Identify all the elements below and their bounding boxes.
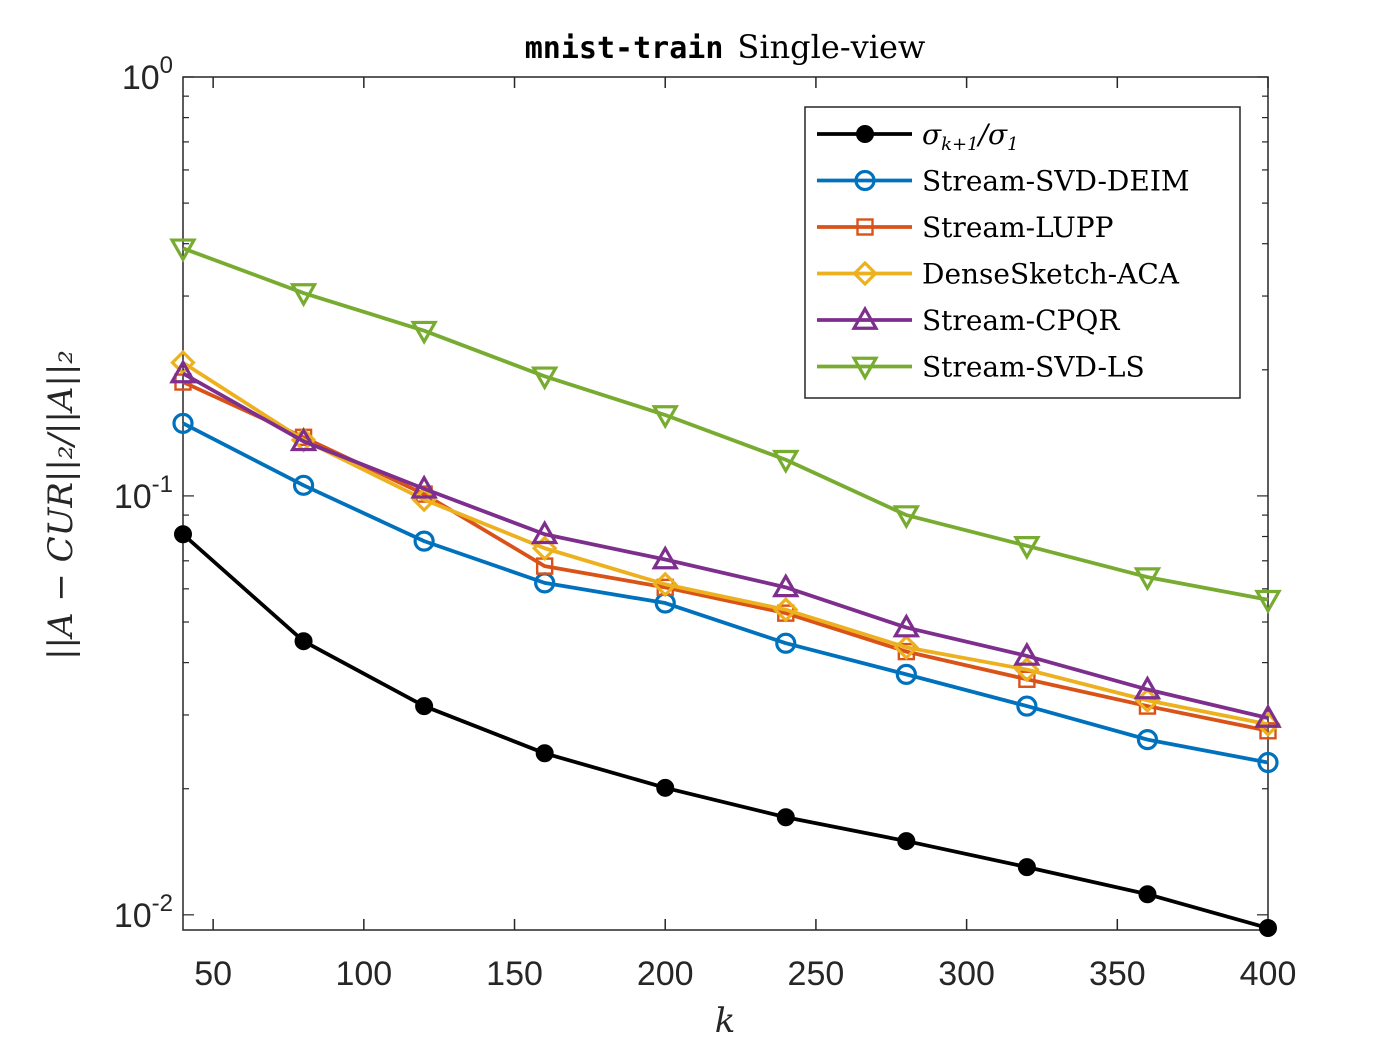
x-tick-label: 350 — [1089, 955, 1146, 993]
data-point — [170, 349, 196, 376]
data-point — [1259, 919, 1277, 938]
legend-entry: Stream-CPQR — [817, 304, 1120, 337]
svg-text:mnist-train Single-view: mnist-train Single-view — [525, 28, 926, 66]
data-point — [851, 305, 879, 330]
series-5 — [169, 238, 1282, 615]
series-1 — [172, 412, 1279, 774]
legend-label: DenseSketch-ACA — [922, 258, 1180, 291]
data-point — [776, 808, 795, 827]
data-point — [410, 474, 438, 499]
series-line — [182, 421, 1269, 765]
data-point — [1013, 641, 1041, 666]
data-point — [1133, 675, 1162, 700]
data-point — [893, 634, 920, 661]
legend-entry: Stream-LUPP — [817, 211, 1113, 244]
x-tick-label: 300 — [938, 955, 995, 993]
data-point — [656, 778, 675, 797]
data-point — [530, 366, 559, 391]
legend-entry: DenseSketch-ACA — [817, 258, 1180, 291]
data-point — [651, 545, 679, 570]
data-point — [1257, 751, 1279, 774]
data-point — [1254, 589, 1282, 615]
data-point — [1016, 695, 1038, 717]
series-line — [182, 371, 1269, 720]
chart-title-code: mnist-train — [525, 31, 724, 66]
data-point — [169, 238, 197, 263]
legend-entry: Stream-SVD-DEIM — [817, 165, 1190, 198]
data-point — [289, 427, 318, 452]
data-point — [292, 474, 315, 496]
data-point — [174, 525, 192, 544]
data-point — [1136, 728, 1159, 751]
data-point — [775, 632, 797, 654]
data-point — [892, 505, 921, 530]
data-point — [1018, 670, 1036, 688]
legend-box — [804, 106, 1241, 399]
x-tick-label: 250 — [788, 955, 845, 993]
x-tick-label: 400 — [1240, 955, 1297, 993]
y-tick-label: 10-2 — [114, 890, 173, 935]
data-point — [413, 530, 435, 552]
series-layer — [169, 238, 1282, 938]
data-point — [856, 125, 874, 143]
data-point — [773, 596, 799, 623]
data-point — [410, 320, 438, 345]
chart-title: mnist-train Single-view — [525, 28, 926, 66]
data-point — [1013, 535, 1041, 561]
series-line — [182, 246, 1269, 602]
data-point — [1254, 703, 1282, 728]
data-point — [651, 405, 679, 430]
data-point — [854, 169, 876, 192]
data-point — [897, 832, 916, 851]
data-point — [169, 359, 197, 384]
data-point — [172, 412, 194, 434]
legend: σk+1/σ1 Stream-SVD-DEIM Stream-LUPP DenseSk… — [804, 106, 1241, 399]
series-0 — [174, 525, 1277, 938]
legend-entry: σk+1/σ1 — [817, 118, 1019, 155]
legend-label: Stream-LUPP — [922, 211, 1113, 244]
data-point — [772, 573, 800, 598]
data-point — [652, 571, 678, 598]
y-tick-label: 100 — [122, 52, 173, 97]
y-axis-label: ||A − CUR||₂/||A||₂ — [41, 350, 81, 660]
data-point — [1017, 858, 1036, 877]
data-point — [856, 218, 874, 236]
data-point — [892, 613, 921, 638]
data-point — [415, 697, 434, 716]
data-point — [530, 520, 559, 545]
legend-entry: Stream-SVD-LS — [817, 351, 1145, 384]
data-point — [535, 744, 554, 763]
x-tick-label: 100 — [335, 955, 392, 993]
data-point — [895, 663, 917, 685]
data-point — [1133, 567, 1162, 592]
data-point — [1138, 885, 1157, 904]
axes: 50 100 150 200 250 300 350 400 10-2 10-1 100 — [114, 52, 1297, 993]
data-point — [531, 535, 558, 562]
series-4 — [169, 359, 1282, 728]
y-tick-label: 10-1 — [114, 471, 173, 516]
data-point — [852, 260, 878, 287]
data-point — [289, 283, 318, 308]
data-point — [851, 356, 879, 381]
x-tick-label: 50 — [194, 955, 232, 993]
legend-label: Stream-CPQR — [922, 304, 1120, 337]
chart-title-rest: Single-view — [737, 28, 925, 66]
legend-label: Stream-SVD-LS — [922, 351, 1145, 384]
x-tick-label: 150 — [486, 955, 543, 993]
legend-label: σk+1/σ1 — [922, 118, 1019, 155]
data-point — [772, 449, 800, 474]
x-tick-label: 200 — [637, 955, 694, 993]
data-point — [294, 632, 313, 651]
data-point — [1014, 656, 1040, 683]
x-axis-label: k — [715, 1001, 736, 1041]
series-line — [181, 532, 1269, 930]
legend-label: Stream-SVD-DEIM — [922, 165, 1190, 198]
series-line — [181, 361, 1269, 727]
